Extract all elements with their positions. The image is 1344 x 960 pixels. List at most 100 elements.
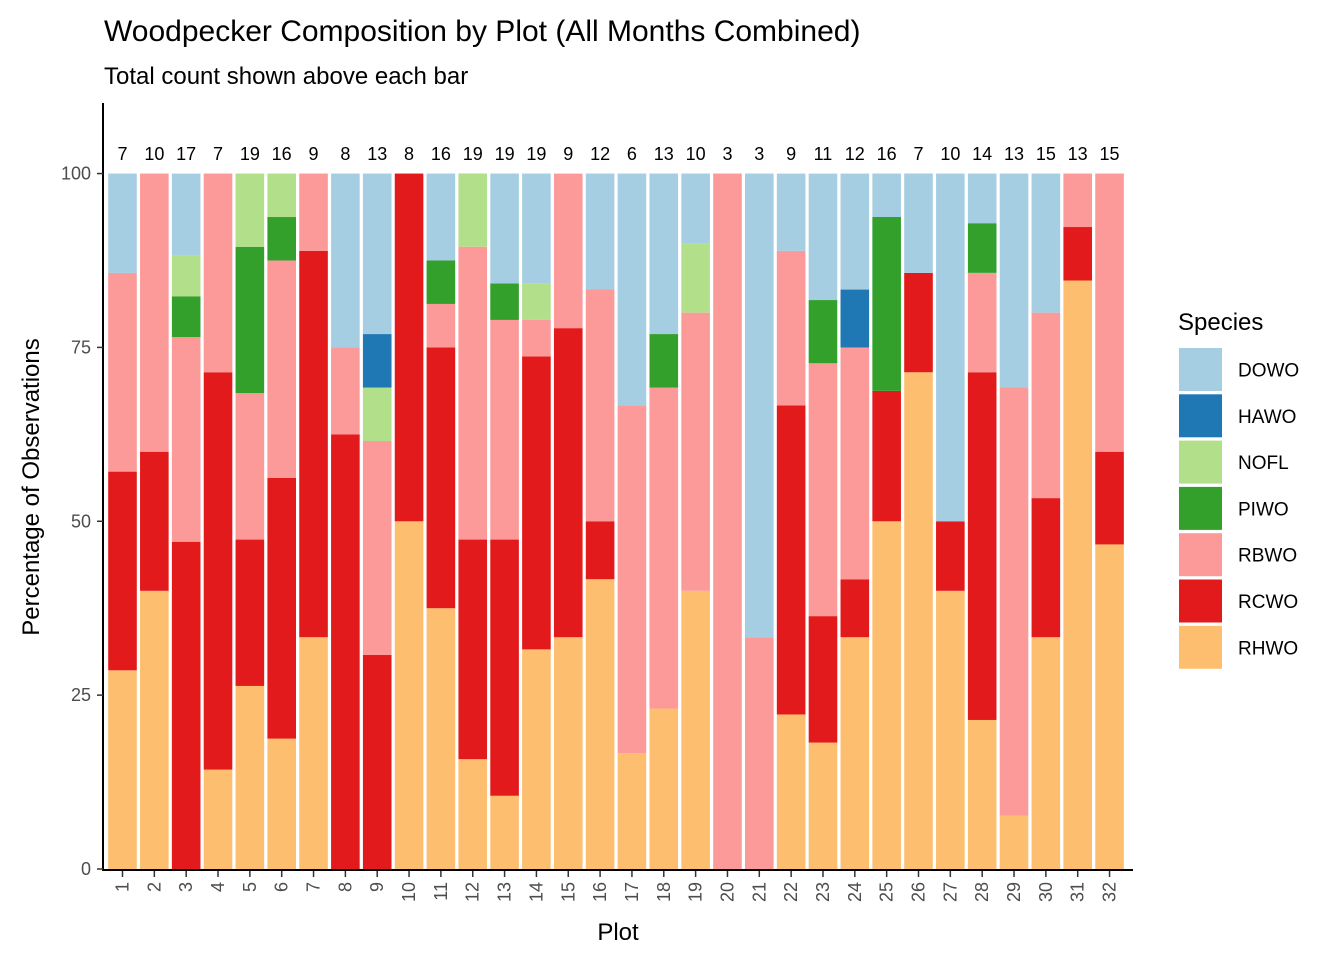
- bar-segment-plot-32-rcwo: [1095, 451, 1124, 545]
- x-tick-label-plot-18: 18: [654, 882, 674, 902]
- total-label-plot-16: 12: [590, 144, 610, 164]
- bar-segment-plot-5-piwo: [235, 246, 265, 394]
- bar-segment-plot-3-piwo: [171, 296, 201, 338]
- bar-segment-plot-1-rhwo: [108, 670, 137, 869]
- legend-label-dowo: DOWO: [1238, 361, 1299, 382]
- x-tick-label-plot-20: 20: [717, 882, 737, 902]
- x-tick-label-plot-25: 25: [877, 882, 897, 902]
- total-labels: 7 10 17 7 19 16 9 8 13 8 16 19 19 19 9 12 6 13 10 3 3 9 11 12 16…: [117, 144, 1119, 164]
- legend-label-nofl: NOFL: [1238, 453, 1289, 474]
- bar-segment-plot-26-rhwo: [904, 372, 933, 869]
- bar-segment-plot-20-rbwo: [713, 173, 742, 870]
- bar-segment-plot-23-rhwo: [808, 742, 838, 869]
- bar-segment-plot-8-rcwo: [331, 434, 360, 869]
- total-label-plot-15: 9: [563, 144, 573, 164]
- bar-segment-plot-6-piwo: [267, 217, 296, 261]
- bar-segment-plot-28-rcwo: [967, 372, 997, 720]
- legend-label-rhwo: RHWO: [1238, 638, 1298, 659]
- total-label-plot-14: 19: [526, 144, 546, 164]
- bar-segment-plot-5-rbwo: [235, 393, 265, 540]
- total-label-plot-24: 12: [845, 144, 865, 164]
- bar-segment-plot-4-rhwo: [203, 769, 233, 869]
- bar-segment-plot-30-rhwo: [1031, 637, 1061, 869]
- bar-segment-plot-29-rbwo: [999, 387, 1029, 816]
- bar-segment-plot-7-rbwo: [299, 173, 328, 251]
- y-tick-label-75: 75: [71, 337, 91, 357]
- bar-segment-plot-12-rbwo: [458, 246, 488, 540]
- bar-segment-plot-24-rbwo: [840, 347, 870, 580]
- y-axis-title: Percentage of Observations: [18, 338, 45, 636]
- bar-segment-plot-29-dowo: [999, 173, 1029, 388]
- legend: Species DOWO HAWO NOFL PIWO RBWO RCWO RHWO: [1178, 309, 1299, 669]
- legend-key-nofl: [1179, 440, 1222, 484]
- x-tick-label-plot-13: 13: [495, 882, 515, 902]
- bar-segment-plot-4-rbwo: [203, 173, 233, 373]
- bar-segment-plot-30-dowo: [1031, 173, 1061, 313]
- chart-subtitle: Total count shown above each bar: [104, 63, 468, 90]
- bar-segment-plot-19-rbwo: [681, 312, 710, 591]
- bar-segment-plot-24-rcwo: [840, 579, 870, 638]
- bar-segment-plot-18-rbwo: [649, 387, 679, 709]
- bar-segment-plot-27-rhwo: [936, 590, 965, 869]
- bar-segment-plot-14-nofl: [522, 283, 551, 320]
- total-label-plot-29: 13: [1004, 144, 1024, 164]
- x-tick-label-plot-32: 32: [1100, 882, 1120, 902]
- bar-segment-plot-9-dowo: [362, 173, 392, 335]
- legend-key-piwo: [1179, 486, 1222, 530]
- total-label-plot-27: 10: [940, 144, 960, 164]
- x-tick-label-plot-24: 24: [845, 882, 865, 902]
- bar-segment-plot-6-nofl: [267, 173, 296, 218]
- y-tick-label-50: 50: [71, 511, 91, 531]
- bar-segment-plot-31-rbwo: [1063, 173, 1092, 228]
- bar-segment-plot-28-piwo: [967, 223, 997, 273]
- total-label-plot-5: 19: [240, 144, 260, 164]
- bar-segment-plot-9-rbwo: [362, 441, 392, 656]
- bar-segment-plot-8-rbwo: [331, 347, 360, 435]
- bar-segment-plot-30-rcwo: [1031, 498, 1061, 638]
- bar-segment-plot-22-rbwo: [776, 250, 806, 406]
- bar-segment-plot-7-rcwo: [299, 250, 328, 638]
- bar-segment-plot-4-rcwo: [203, 372, 233, 770]
- bar-segment-plot-15-rcwo: [553, 328, 583, 638]
- total-label-plot-17: 6: [627, 144, 637, 164]
- bar-segment-plot-21-rbwo: [745, 637, 774, 869]
- bar-segment-plot-19-dowo: [681, 173, 710, 244]
- x-tick-label-plot-14: 14: [526, 882, 546, 902]
- bar-segment-plot-32-rhwo: [1095, 544, 1124, 869]
- y-tick-label-100: 100: [61, 164, 91, 184]
- bar-segment-plot-21-dowo: [745, 173, 774, 638]
- total-label-plot-7: 9: [309, 144, 319, 164]
- bar-segment-plot-12-rhwo: [458, 759, 488, 869]
- bar-segment-plot-11-piwo: [426, 260, 456, 304]
- bar-segment-plot-22-dowo: [776, 173, 806, 251]
- x-tick-label-plot-23: 23: [813, 882, 833, 902]
- bar-segment-plot-8-dowo: [331, 173, 360, 348]
- x-axis-ticks: 1 2 3 4 5 6 7 8 9 10 11 12 13 14 15 16 17 18 19 20 21 22 23 24 2…: [113, 871, 1120, 902]
- bar-segment-plot-26-dowo: [904, 173, 933, 273]
- x-tick-label-plot-9: 9: [367, 882, 387, 892]
- bar-segment-plot-1-dowo: [108, 173, 137, 273]
- total-label-plot-19: 10: [686, 144, 706, 164]
- legend-key-rhwo: [1179, 625, 1222, 669]
- bar-segment-plot-15-rbwo: [553, 173, 583, 329]
- bar-segment-plot-29-rhwo: [999, 815, 1029, 869]
- bar-segment-plot-14-rhwo: [522, 649, 551, 869]
- bar-segment-plot-10-rcwo: [394, 173, 424, 522]
- bar-segment-plot-14-rcwo: [522, 356, 551, 650]
- bar-segment-plot-3-rcwo: [171, 541, 201, 869]
- bar-segment-plot-1-rbwo: [108, 272, 137, 472]
- x-tick-label-plot-5: 5: [240, 882, 260, 892]
- total-label-plot-6: 16: [272, 144, 292, 164]
- bar-segment-plot-19-nofl: [681, 243, 710, 313]
- legend-key-rbwo: [1179, 533, 1222, 577]
- bar-segment-plot-6-rcwo: [267, 477, 296, 739]
- total-label-plot-12: 19: [463, 144, 483, 164]
- bar-segment-plot-22-rcwo: [776, 405, 806, 715]
- bar-segment-plot-27-rcwo: [936, 521, 965, 591]
- bar-segment-plot-11-rhwo: [426, 608, 456, 869]
- bar-segment-plot-10-rhwo: [394, 521, 424, 869]
- y-axis-ticks: 0 25 50 75 100: [61, 164, 103, 879]
- x-tick-label-plot-27: 27: [940, 882, 960, 902]
- total-label-plot-2: 10: [144, 144, 164, 164]
- bar-segment-plot-5-nofl: [235, 173, 265, 247]
